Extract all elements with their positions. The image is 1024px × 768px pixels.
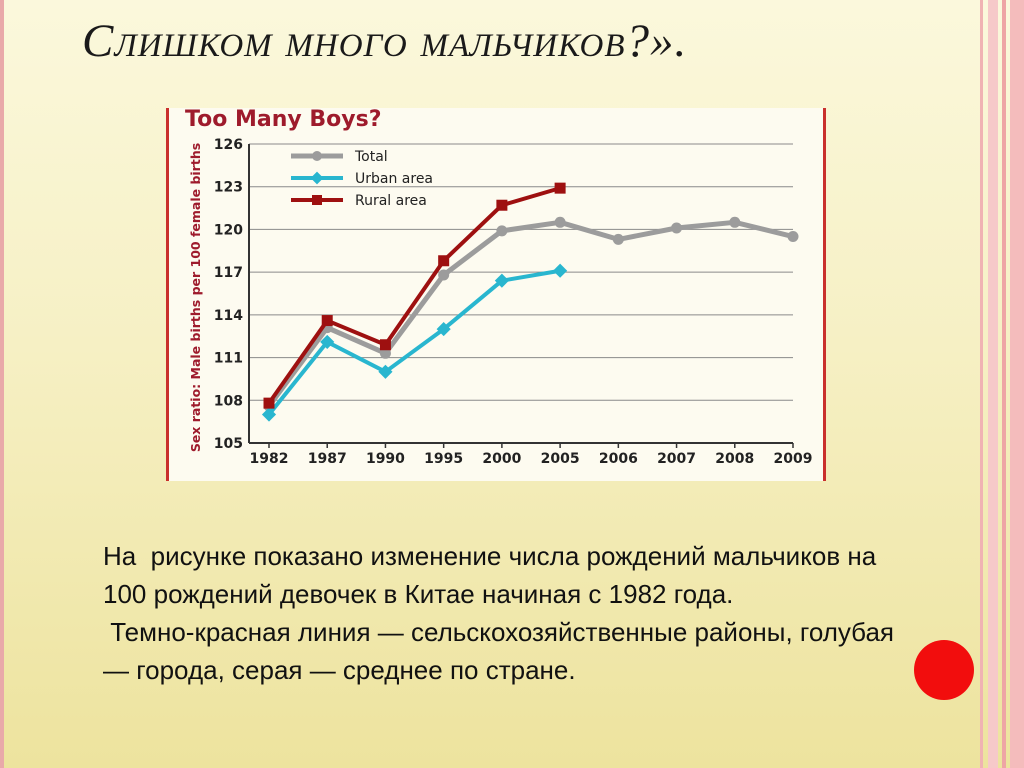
data-point-total bbox=[671, 222, 683, 234]
x-tick-label: 1982 bbox=[250, 451, 289, 467]
data-point-urban bbox=[261, 407, 277, 422]
x-tick-label: 2006 bbox=[599, 451, 638, 467]
x-tick-label: 2005 bbox=[541, 451, 580, 467]
y-tick-label: 123 bbox=[214, 180, 243, 196]
data-point-rural bbox=[496, 199, 508, 211]
slide-title: Слишком много мальчиков?». bbox=[82, 15, 688, 67]
data-point-rural bbox=[379, 339, 391, 351]
y-tick-label: 114 bbox=[214, 308, 243, 324]
y-tick-label: 117 bbox=[214, 265, 243, 281]
data-point-total bbox=[787, 231, 799, 243]
data-point-urban bbox=[320, 334, 335, 349]
data-point-total bbox=[612, 233, 624, 245]
right-border-stripes bbox=[980, 0, 1024, 768]
data-point-total bbox=[729, 216, 741, 228]
line-chart: Too Many Boys? Sex ratio: Male births per… bbox=[185, 108, 813, 467]
series-line-1 bbox=[267, 268, 561, 416]
data-point-urban bbox=[494, 273, 509, 288]
x-tick-label: 1995 bbox=[424, 451, 463, 467]
data-point-total bbox=[554, 216, 566, 228]
legend-label: Urban area bbox=[355, 171, 433, 187]
x-tick-label: 2007 bbox=[657, 451, 696, 467]
data-point-total bbox=[379, 347, 391, 359]
red-circle-decoration bbox=[914, 640, 974, 700]
x-tick-label: 2009 bbox=[774, 451, 813, 467]
legend-marker bbox=[310, 171, 324, 185]
data-point-rural bbox=[263, 397, 275, 409]
y-tick-label: 120 bbox=[214, 222, 243, 238]
chart-panel: Too Many Boys? Sex ratio: Male births per… bbox=[166, 108, 826, 481]
y-tick-label: 105 bbox=[214, 436, 243, 452]
data-point-rural bbox=[554, 182, 566, 194]
data-point-urban bbox=[436, 322, 451, 337]
y-tick-label: 111 bbox=[214, 351, 243, 367]
series-line-2 bbox=[267, 186, 561, 405]
data-point-urban bbox=[553, 263, 568, 278]
left-border bbox=[0, 0, 4, 768]
x-tick-label: 2000 bbox=[482, 451, 521, 467]
description-paragraph-2: Темно-красная линия — сельскохозяйственн… bbox=[103, 617, 902, 685]
legend-label: Total bbox=[354, 149, 388, 165]
data-point-rural bbox=[438, 255, 450, 267]
x-tick-label: 1987 bbox=[308, 451, 347, 467]
data-point-total bbox=[438, 269, 450, 281]
legend-marker bbox=[312, 195, 322, 205]
data-point-total bbox=[496, 225, 508, 237]
data-point-rural bbox=[321, 315, 333, 327]
chart-title: Too Many Boys? bbox=[185, 108, 381, 132]
data-point-urban bbox=[378, 364, 393, 379]
x-tick-label: 1990 bbox=[366, 451, 405, 467]
series-line-0 bbox=[266, 219, 794, 408]
legend-label: Rural area bbox=[355, 193, 427, 209]
legend-marker bbox=[312, 151, 322, 161]
y-tick-label: 108 bbox=[214, 393, 243, 409]
description-paragraph-1: На рисунке показано изменение числа рожд… bbox=[103, 541, 884, 609]
x-tick-label: 2008 bbox=[715, 451, 754, 467]
y-tick-label: 126 bbox=[214, 137, 243, 153]
description-text: На рисунке показано изменение числа рожд… bbox=[103, 537, 923, 689]
y-axis-label: Sex ratio: Male births per 100 female bi… bbox=[188, 143, 203, 452]
